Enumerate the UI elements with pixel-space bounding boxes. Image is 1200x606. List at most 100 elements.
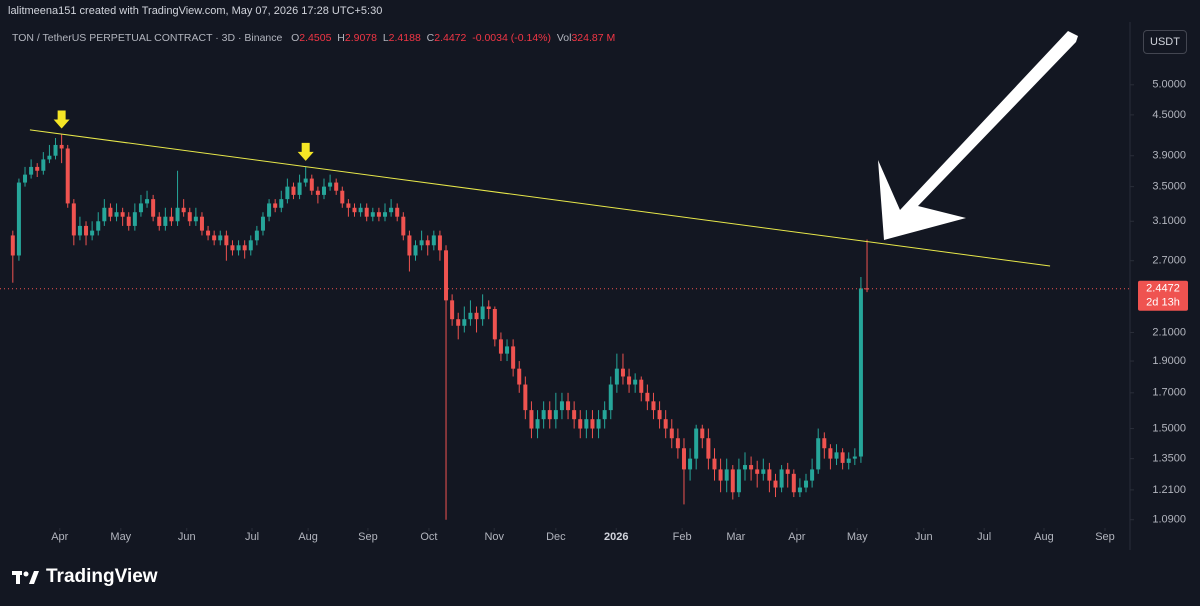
x-tick-label: Apr (788, 531, 805, 543)
candle-body (297, 182, 302, 195)
x-tick-label: 2026 (604, 531, 628, 543)
candle-body (578, 419, 583, 429)
candle-body (596, 419, 601, 429)
x-tick-label: Aug (298, 531, 318, 543)
candle-body (590, 419, 595, 429)
candle-body (584, 419, 589, 429)
candle-body (260, 216, 265, 231)
candle-body (96, 221, 101, 231)
candle-body (785, 469, 790, 474)
candle-body (505, 346, 510, 354)
candle-body (90, 230, 95, 236)
candle-body (242, 245, 247, 251)
candle-body (358, 207, 363, 213)
candle-body (389, 207, 394, 213)
candle-body (492, 308, 497, 340)
candle-body (138, 203, 143, 213)
candle-body (102, 207, 107, 222)
candle-body (840, 452, 845, 463)
logo-text: TradingView (46, 566, 158, 587)
y-tick-label: 1.2100 (1152, 484, 1186, 496)
candle-body (511, 346, 516, 369)
candle-body (65, 148, 70, 204)
candle-body (858, 288, 863, 457)
price-tag-label: 2.4472 (1146, 283, 1180, 295)
x-tick-label: Jul (245, 531, 259, 543)
candle-body (639, 379, 644, 393)
trendline (29, 129, 1051, 267)
candle-body (450, 300, 455, 320)
candle-body (10, 235, 15, 256)
price-tag (1138, 280, 1188, 311)
candle-body (309, 178, 314, 191)
candle-body (773, 480, 778, 488)
candle-body (755, 469, 760, 474)
candle-body (736, 469, 741, 493)
candle-body (126, 216, 131, 226)
candle-body (852, 456, 857, 459)
candle-body (712, 458, 717, 470)
candle-body (846, 458, 851, 463)
candle-body (364, 207, 369, 217)
candle-body (321, 186, 326, 195)
candle-body (71, 203, 76, 236)
candle-body (291, 186, 296, 195)
candle-body (279, 199, 284, 208)
candle-body (132, 212, 137, 226)
candle-body (462, 319, 467, 326)
y-tick-label: 2.7000 (1152, 255, 1186, 267)
candle-body (193, 216, 198, 222)
legend-value: 324.87 M (571, 32, 616, 44)
y-tick-label: 4.5000 (1152, 109, 1186, 121)
legend-key: L (382, 32, 389, 44)
candle-body (742, 465, 747, 470)
candle-body (651, 401, 656, 411)
candle-body (730, 469, 735, 493)
footer-logo: TradingView (12, 566, 158, 588)
x-tick-label: Aug (1034, 531, 1054, 543)
candle-body (383, 212, 388, 217)
candle-body (474, 312, 479, 320)
candle-body (779, 469, 784, 488)
candle-body (480, 306, 485, 320)
candle-body (566, 401, 571, 411)
candle-body (151, 199, 156, 217)
candle-body (157, 216, 162, 226)
candle-body (273, 203, 278, 208)
candle-body (77, 225, 82, 236)
symbol: TON / TetherUS PERPETUAL CONTRACT · 3D ·… (12, 32, 283, 44)
candle-body (407, 235, 412, 256)
x-tick-label: May (110, 531, 131, 543)
candle-body (370, 212, 375, 217)
y-tick-label: 3.1000 (1152, 215, 1186, 227)
legend-value: 2.4472 (434, 32, 467, 44)
candle-body (437, 235, 442, 251)
currency-button[interactable]: USDT (1143, 30, 1187, 54)
candle-body (114, 212, 119, 217)
candle-body (694, 428, 699, 459)
candle-body (35, 166, 40, 171)
candle-body (413, 245, 418, 256)
candle-body (614, 368, 619, 385)
candle-body (376, 212, 381, 217)
candle-body (444, 250, 449, 301)
y-tick-label: 3.5000 (1152, 181, 1186, 193)
candle-body (468, 312, 473, 320)
candle-body (59, 144, 64, 149)
y-tick-label: 3.9000 (1152, 150, 1186, 162)
candle-body (16, 182, 21, 256)
candle-body (175, 207, 180, 222)
candle-body (419, 240, 424, 246)
candle-body (212, 235, 217, 241)
candle-body (541, 410, 546, 420)
candle-body (553, 410, 558, 420)
candle-body (797, 487, 802, 493)
candle-body (749, 465, 754, 470)
x-tick-label: Feb (673, 531, 692, 543)
x-tick-label: Mar (726, 531, 745, 543)
candle-body (816, 438, 821, 470)
candle-body (425, 240, 430, 246)
candle-body (181, 207, 186, 213)
legend-value: 2.9078 (344, 32, 377, 44)
legend-key: H (337, 32, 345, 44)
